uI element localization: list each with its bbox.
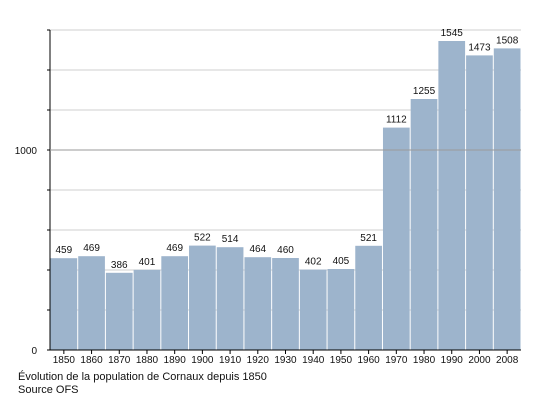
bar-1870 — [105, 272, 133, 350]
bar-1860 — [78, 256, 105, 350]
bar-1990 — [438, 41, 466, 350]
data-label-1980: 1255 — [413, 86, 436, 97]
bar-1950 — [327, 269, 355, 350]
x-tick-label-1920: 1920 — [247, 355, 270, 366]
data-labels: 459 469 386 401 469 522 514 464 460 402 405 521 1112… — [56, 28, 519, 271]
axes: 1850 1860 1870 1880 1890 1900 1910 1920 1930 1940… — [15, 29, 521, 366]
bar-1970 — [382, 127, 410, 350]
bars — [50, 41, 521, 351]
data-label-1930: 460 — [277, 245, 294, 256]
x-tick-label-1980: 1980 — [413, 355, 436, 366]
bar-1940 — [299, 269, 327, 350]
x-tick-label-1950: 1950 — [330, 355, 353, 366]
data-label-1990: 1545 — [441, 28, 464, 39]
x-tick-label-1890: 1890 — [164, 355, 187, 366]
bar-1980 — [410, 99, 438, 350]
data-label-1890: 469 — [166, 243, 183, 254]
bar-1850 — [50, 258, 78, 350]
data-label-1910: 514 — [222, 234, 239, 245]
bar-1890 — [161, 256, 189, 350]
x-tick-label-1900: 1900 — [191, 355, 214, 366]
bar-1960 — [355, 245, 382, 350]
data-label-1970: 1112 — [386, 115, 407, 126]
bar-1920 — [244, 257, 272, 350]
data-label-1900: 522 — [194, 233, 211, 244]
x-tick-label-1880: 1880 — [136, 355, 159, 366]
x-tick-label-1960: 1960 — [357, 355, 380, 366]
x-tick-label-1990: 1990 — [441, 355, 464, 366]
y-tick-label-1000: 1000 — [15, 146, 38, 157]
data-label-1920: 464 — [249, 244, 266, 255]
bar-1900 — [189, 245, 216, 350]
chart-caption-source: Source OFS — [18, 384, 79, 396]
x-tick-label-2008: 2008 — [496, 355, 519, 366]
data-label-1950: 405 — [333, 256, 350, 267]
data-label-1860: 469 — [83, 243, 100, 254]
data-label-1960: 521 — [360, 233, 377, 244]
bar-1930 — [272, 258, 299, 350]
x-tick-label-1970: 1970 — [385, 355, 408, 366]
chart-caption-title: Évolution de la population de Cornaux de… — [18, 371, 267, 383]
data-label-2000: 1473 — [468, 42, 491, 53]
bar-1910 — [216, 247, 244, 350]
bar-2008 — [493, 48, 521, 351]
data-label-1940: 402 — [305, 257, 322, 268]
x-tick-label-2000: 2000 — [468, 355, 491, 366]
data-label-1880: 401 — [139, 257, 156, 268]
x-tick-label-1930: 1930 — [274, 355, 297, 366]
data-label-1850: 459 — [56, 245, 73, 256]
data-label-1870: 386 — [111, 260, 128, 271]
bar-2000 — [466, 55, 493, 351]
data-label-2008: 1508 — [496, 35, 519, 46]
x-tick-label-1940: 1940 — [302, 355, 325, 366]
x-tick-label-1860: 1860 — [80, 355, 103, 366]
x-tick-label-1850: 1850 — [53, 355, 76, 366]
x-tick-label-1870: 1870 — [108, 355, 131, 366]
y-tick-label-0: 0 — [31, 346, 37, 357]
bar-1880 — [133, 269, 161, 350]
x-tick-label-1910: 1910 — [219, 355, 242, 366]
